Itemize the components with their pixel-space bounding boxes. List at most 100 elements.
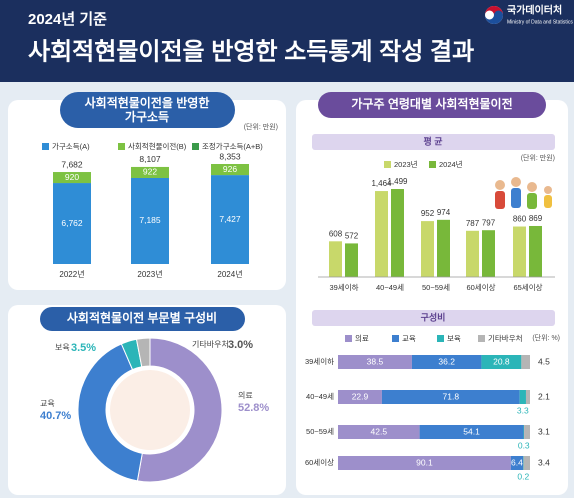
bar-segment (519, 390, 526, 404)
slice-value: 40.7% (40, 410, 71, 422)
bar (375, 191, 388, 277)
value-label: 7,185 (139, 215, 161, 225)
value-label: 572 (345, 232, 359, 241)
x-tick-label: 2022년 (59, 269, 84, 279)
value-label: 1,499 (387, 177, 408, 186)
legend-swatch (384, 161, 391, 168)
bar-segment (521, 355, 530, 369)
header-subtitle: 2024년 기준 (28, 11, 107, 28)
bar-segment (381, 390, 520, 404)
chart-title: 가구주 연령대별 사회적현물이전 (351, 96, 512, 111)
bar (529, 225, 542, 277)
total-label: 8,353 (219, 151, 241, 161)
value-label: 36.2 (438, 356, 455, 366)
total-label: 8,107 (139, 154, 161, 164)
bar-segment (524, 425, 530, 439)
bar-segment (211, 164, 249, 176)
slice-name: 의료 (238, 390, 253, 400)
value-label: 3.4 (538, 457, 550, 467)
value-label: 54.1 (463, 426, 480, 436)
x-tick-label: 65세이상 (513, 282, 542, 292)
slice-value: 3.5% (71, 342, 96, 354)
value-label: 38.5 (367, 356, 384, 366)
donut-slice (135, 337, 151, 368)
chart-title: 사회적현물이전 부문별 구성비 (67, 310, 217, 325)
value-label: 608 (329, 229, 343, 238)
bar (329, 241, 342, 277)
subtitle-band (312, 134, 555, 150)
value-label: 42.5 (371, 426, 388, 436)
legend-label: 가구소득(A) (52, 142, 90, 151)
y-tick-label: 39세이하 (305, 356, 334, 366)
legend-swatch (345, 335, 352, 342)
legend-swatch (118, 143, 125, 150)
value-label: 22.9 (352, 391, 369, 401)
bar (391, 189, 404, 277)
value-label: 860 (513, 215, 527, 224)
legend-swatch (478, 335, 485, 342)
slice-value: 52.8% (238, 402, 269, 414)
unit-label: (단위: %) (532, 333, 560, 342)
value-label: 4.5 (538, 356, 550, 366)
legend-swatch (437, 335, 444, 342)
bar-segment (411, 355, 482, 369)
subtitle-band (312, 310, 555, 326)
legend-swatch (429, 161, 436, 168)
value-label: 6.4 (511, 457, 523, 467)
x-tick-label: 2024년 (217, 269, 242, 279)
value-label: 71.8 (443, 391, 460, 401)
value-label: 6,762 (61, 218, 83, 228)
legend-label: 사회적현물이전(B) (128, 141, 187, 151)
bar-segment (523, 456, 530, 470)
legend-label: 2024년 (439, 159, 463, 169)
value-label: 952 (421, 209, 435, 218)
y-tick-label: 50~59세 (306, 427, 334, 436)
total-label: 7,682 (61, 159, 83, 169)
value-label: 787 (466, 219, 480, 228)
bar-segment (338, 425, 420, 439)
chart-title: 가구소득 (125, 109, 169, 124)
legend-label: 기타바우처 (488, 333, 523, 343)
bar-segment (510, 456, 524, 470)
title-pill (60, 92, 235, 128)
slice-name: 보육 (55, 343, 70, 352)
x-tick-label: 39세이하 (329, 282, 358, 292)
title-pill (40, 307, 245, 331)
logo-text: 국가데이터처 (507, 4, 562, 17)
slice-name: 교육 (40, 399, 55, 408)
bar-segment (338, 390, 382, 404)
value-label: 0.3 (518, 440, 530, 450)
value-label: 920 (65, 172, 79, 182)
y-tick-label: 40~49세 (306, 392, 334, 401)
x-tick-label: 60세이상 (466, 282, 495, 292)
value-label: 869 (529, 214, 543, 223)
legend-label: 조정가구소득(A+B) (202, 141, 263, 151)
donut-center (110, 370, 190, 450)
value-label: 7,427 (219, 214, 241, 224)
bar (466, 230, 479, 277)
bar-segment (419, 425, 524, 439)
bar-segment (338, 456, 511, 470)
bar-segment (525, 390, 530, 404)
bar-segment (523, 425, 525, 439)
bar-segment (131, 166, 169, 178)
donut-slice (77, 343, 143, 482)
slice-value: 3.0% (228, 339, 253, 351)
value-label: 0.2 (517, 471, 529, 481)
x-tick-label: 40~49세 (376, 283, 404, 292)
bar-segment (481, 355, 522, 369)
bar-segment (53, 172, 91, 184)
x-tick-label: 2023년 (137, 269, 162, 279)
bar (513, 226, 526, 277)
x-tick-label: 50~59세 (422, 283, 450, 292)
slice-name: 기타바우처 (192, 339, 229, 349)
bar (437, 219, 450, 277)
header-title: 사회적현물이전을 반영한 소득통계 작성 결과 (28, 38, 474, 65)
bar (345, 243, 358, 277)
legend-label: 2023년 (394, 159, 418, 169)
chart-title: 사회적현물이전을 반영한 (85, 95, 210, 110)
bar (421, 221, 434, 277)
unit-label: (단위: 만원) (244, 122, 278, 131)
value-label: 1,464 (371, 179, 392, 188)
